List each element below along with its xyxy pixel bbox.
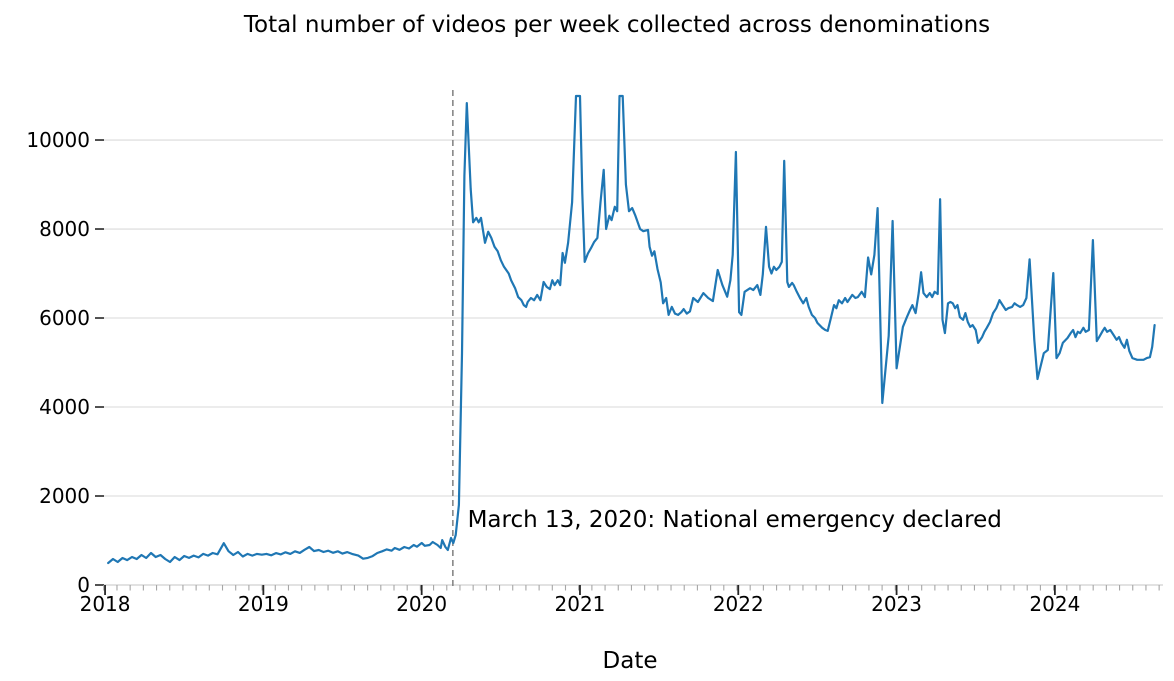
x-tick-label: 2022	[713, 592, 764, 616]
x-tick-label: 2019	[238, 592, 289, 616]
y-tick-label: 8000	[39, 217, 90, 241]
x-axis-label: Date	[602, 648, 658, 674]
x-tick-label: 2018	[80, 592, 131, 616]
y-tick-label: 0	[77, 573, 90, 597]
x-tick-label: 2021	[555, 592, 606, 616]
x-tick-label: 2023	[871, 592, 922, 616]
chart-title: Total number of videos per week collecte…	[243, 12, 991, 38]
y-tick-label: 10000	[26, 128, 90, 152]
x-tick-label: 2024	[1029, 592, 1080, 616]
y-tick-label: 4000	[39, 395, 90, 419]
annotation-text: March 13, 2020: National emergency decla…	[467, 507, 1002, 534]
x-tick-label: 2020	[396, 592, 447, 616]
data-line	[107, 94, 1156, 565]
y-tick-label: 6000	[39, 306, 90, 330]
y-tick-label: 2000	[39, 484, 90, 508]
